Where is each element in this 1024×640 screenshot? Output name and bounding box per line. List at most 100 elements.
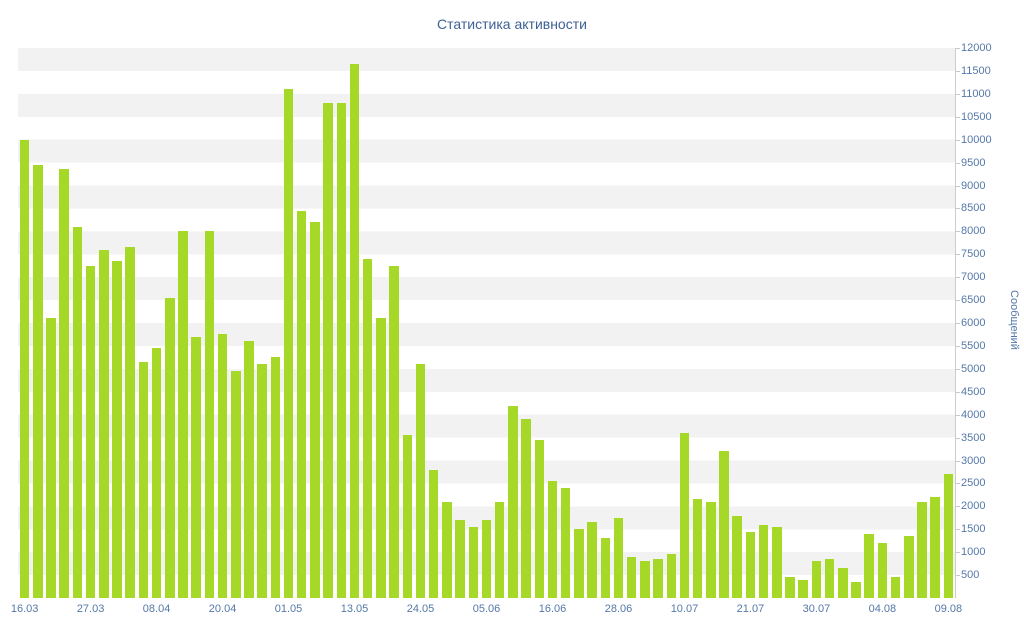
bar[interactable] [178, 231, 188, 598]
bar[interactable] [772, 526, 782, 598]
bar[interactable] [204, 231, 215, 598]
y-tick-label: 11000 [956, 87, 991, 100]
y-axis-title: Сообщений [1008, 290, 1020, 350]
y-tick-label: 9500 [955, 156, 986, 169]
y-tick-label: 7000 [955, 271, 986, 284]
bar[interactable] [231, 371, 241, 598]
bar[interactable] [349, 64, 360, 598]
plot-area [18, 48, 956, 598]
x-axis: 16.03 27.03 08.04 20.04 01.05 13.05 24.05 05.06… [11, 603, 962, 619]
bar[interactable] [481, 520, 492, 598]
bar[interactable] [46, 318, 56, 598]
bar[interactable] [547, 481, 558, 598]
x-tick-label: 28.06 [604, 603, 633, 615]
bar[interactable] [679, 433, 690, 598]
bar[interactable] [402, 435, 413, 598]
x-tick-label: 01.05 [274, 603, 303, 615]
bar[interactable] [798, 579, 808, 598]
x-tick-label: 16.06 [538, 603, 567, 615]
bar[interactable] [613, 517, 624, 598]
bar[interactable] [904, 536, 914, 598]
bar[interactable] [758, 524, 769, 598]
bar[interactable] [468, 526, 479, 598]
bar[interactable] [534, 439, 545, 598]
bar[interactable] [112, 261, 122, 598]
y-tick-label: 5000 [955, 362, 986, 375]
x-tick-label: 27.03 [76, 603, 105, 615]
bar[interactable] [851, 581, 861, 598]
bar[interactable] [283, 89, 294, 598]
y-tick-label: 6000 [955, 317, 986, 329]
bar[interactable] [494, 501, 505, 598]
bar[interactable] [415, 364, 426, 598]
bar[interactable] [376, 318, 386, 598]
x-tick-label: 08.04 [142, 603, 171, 615]
y-tick-label: 6500 [955, 294, 986, 307]
bar[interactable] [99, 249, 109, 598]
bar[interactable] [389, 265, 399, 598]
bar[interactable] [626, 556, 637, 598]
bar[interactable] [257, 364, 267, 598]
bar[interactable] [151, 348, 162, 598]
bar[interactable] [719, 451, 729, 598]
bar[interactable] [745, 531, 756, 598]
bar[interactable] [811, 561, 822, 598]
bar[interactable] [165, 297, 175, 598]
bar[interactable] [560, 488, 571, 598]
bar[interactable] [508, 405, 518, 598]
bar[interactable] [838, 568, 848, 598]
bar[interactable] [890, 577, 901, 598]
bar[interactable] [864, 533, 874, 598]
bar[interactable] [521, 419, 531, 598]
x-tick-label: 10.07 [670, 603, 699, 615]
y-tick-label: 2000 [955, 500, 986, 513]
bar[interactable] [455, 520, 465, 598]
bar[interactable] [125, 247, 135, 598]
bar[interactable] [692, 499, 703, 598]
y-tick-label: 11500 [956, 64, 991, 77]
x-tick-label: 09.08 [934, 603, 963, 615]
x-tick-label: 04.08 [868, 603, 897, 615]
bar[interactable] [19, 139, 30, 598]
bar[interactable] [33, 164, 43, 598]
x-tick-label: 24.05 [406, 603, 435, 615]
y-axis: 500 1000 1500 2000 2500 3000 3500 4000 4500 5000 5… [955, 42, 1021, 598]
bar[interactable] [85, 265, 96, 598]
bar[interactable] [877, 543, 888, 598]
bar[interactable] [428, 469, 439, 598]
bar[interactable] [930, 497, 940, 598]
bar[interactable] [244, 341, 254, 598]
y-tick-label: 4500 [955, 385, 986, 398]
bar[interactable] [362, 258, 373, 598]
bar[interactable] [587, 522, 597, 598]
bar[interactable] [296, 210, 307, 598]
bar[interactable] [917, 501, 927, 598]
bar[interactable] [824, 559, 835, 598]
bar[interactable] [732, 515, 742, 598]
bar[interactable] [653, 559, 663, 598]
bar[interactable] [336, 103, 347, 598]
bar[interactable] [270, 357, 281, 598]
y-tick-label: 10500 [956, 110, 992, 123]
y-tick-label: 3000 [955, 454, 986, 467]
bar[interactable] [59, 169, 69, 598]
bar[interactable] [217, 334, 228, 598]
bar[interactable] [666, 554, 676, 598]
bar[interactable] [600, 538, 611, 598]
x-tick-label: 13.05 [340, 603, 369, 615]
bar[interactable] [785, 577, 795, 598]
bar[interactable] [640, 561, 650, 598]
x-tick-label: 20.04 [208, 603, 237, 615]
x-tick-label: 16.03 [10, 603, 39, 615]
y-tick-label: 500 [955, 569, 980, 582]
bar[interactable] [706, 501, 716, 598]
bar[interactable] [442, 501, 452, 598]
bar[interactable] [323, 103, 333, 598]
bar[interactable] [72, 226, 83, 598]
y-tick-label: 5500 [955, 339, 986, 352]
bar[interactable] [574, 529, 584, 598]
bar[interactable] [191, 336, 201, 598]
bar[interactable] [138, 361, 149, 598]
bar[interactable] [943, 474, 954, 598]
bar[interactable] [310, 222, 320, 598]
